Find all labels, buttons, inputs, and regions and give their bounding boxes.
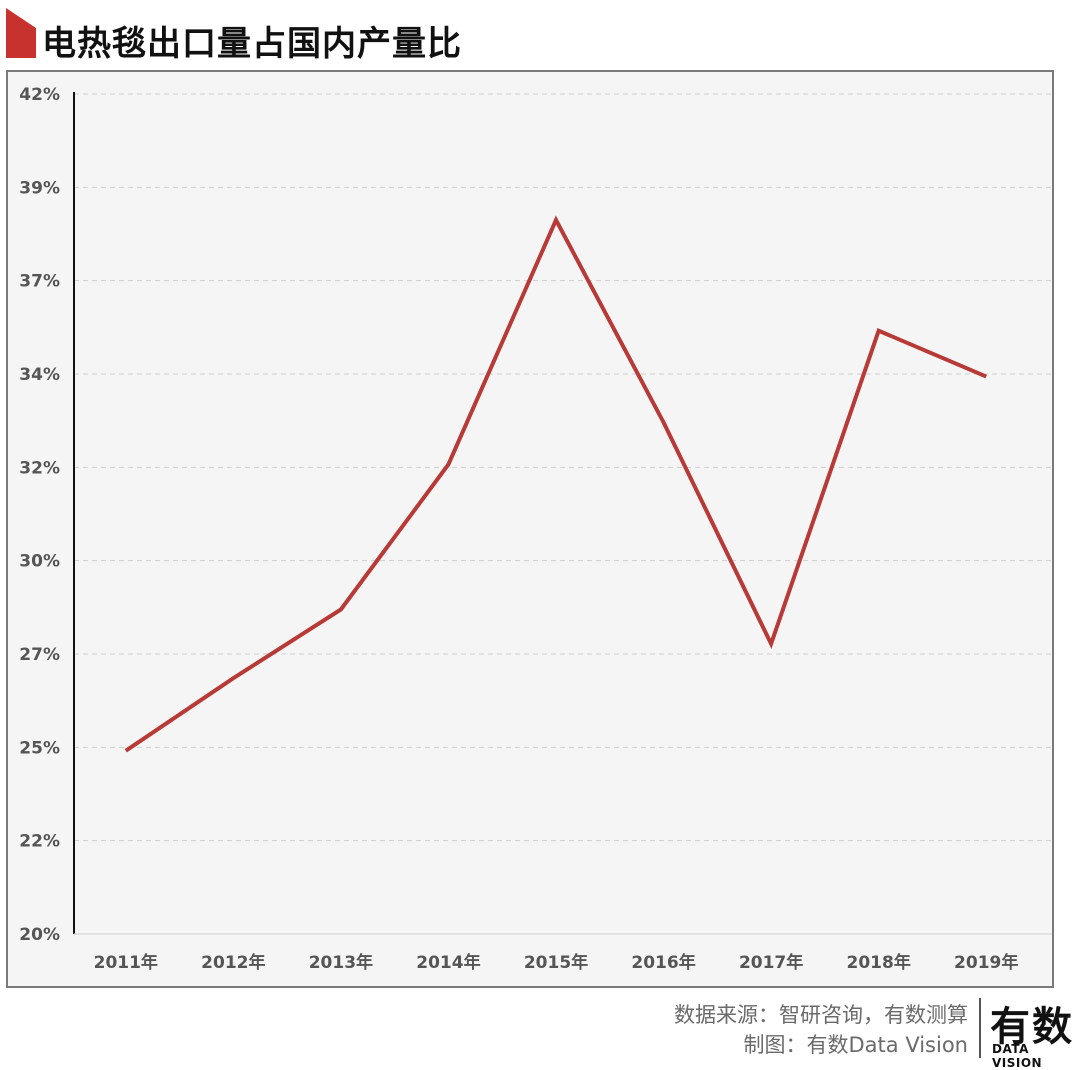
- title-marker: [6, 8, 36, 58]
- line-chart: 42% 39% 37% 34% 32% 30% 27% 25% 22% 20% 2011年 2012年…: [8, 72, 1052, 986]
- x-tick-label: 2013年: [309, 952, 373, 973]
- x-tick-label: 2015年: [524, 952, 588, 973]
- brand-logo-subtitle: DATA VISION: [992, 1042, 1080, 1070]
- x-tick-label: 2012年: [201, 952, 265, 973]
- x-tick-label: 2019年: [954, 952, 1018, 973]
- y-tick-label: 42%: [19, 85, 60, 105]
- y-tick-label: 20%: [19, 925, 60, 945]
- y-tick-label: 27%: [19, 645, 60, 665]
- source-note: 数据来源：智研咨询，有数测算 制图：有数Data Vision: [674, 1000, 968, 1060]
- x-tick-label: 2016年: [631, 952, 695, 973]
- series-line: [126, 220, 986, 751]
- y-tick-label: 39%: [19, 178, 60, 198]
- y-tick-label: 34%: [19, 365, 60, 385]
- y-tick-label: 30%: [19, 552, 60, 572]
- y-tick-label: 37%: [19, 272, 60, 292]
- logo-divider: [979, 998, 981, 1058]
- credit-line: 制图：有数Data Vision: [674, 1030, 968, 1060]
- chart-panel: 42% 39% 37% 34% 32% 30% 27% 25% 22% 20% 2011年 2012年…: [6, 70, 1054, 988]
- y-tick-label: 22%: [19, 832, 60, 852]
- x-tick-label: 2018年: [847, 952, 911, 973]
- y-tick-label: 25%: [19, 738, 60, 758]
- x-tick-label: 2017年: [739, 952, 803, 973]
- x-tick-label: 2014年: [416, 952, 480, 973]
- source-line: 数据来源：智研咨询，有数测算: [674, 1000, 968, 1030]
- y-tick-label: 32%: [19, 458, 60, 478]
- x-tick-label: 2011年: [94, 952, 158, 973]
- chart-title: 电热毯出口量占国内产量比: [42, 16, 462, 65]
